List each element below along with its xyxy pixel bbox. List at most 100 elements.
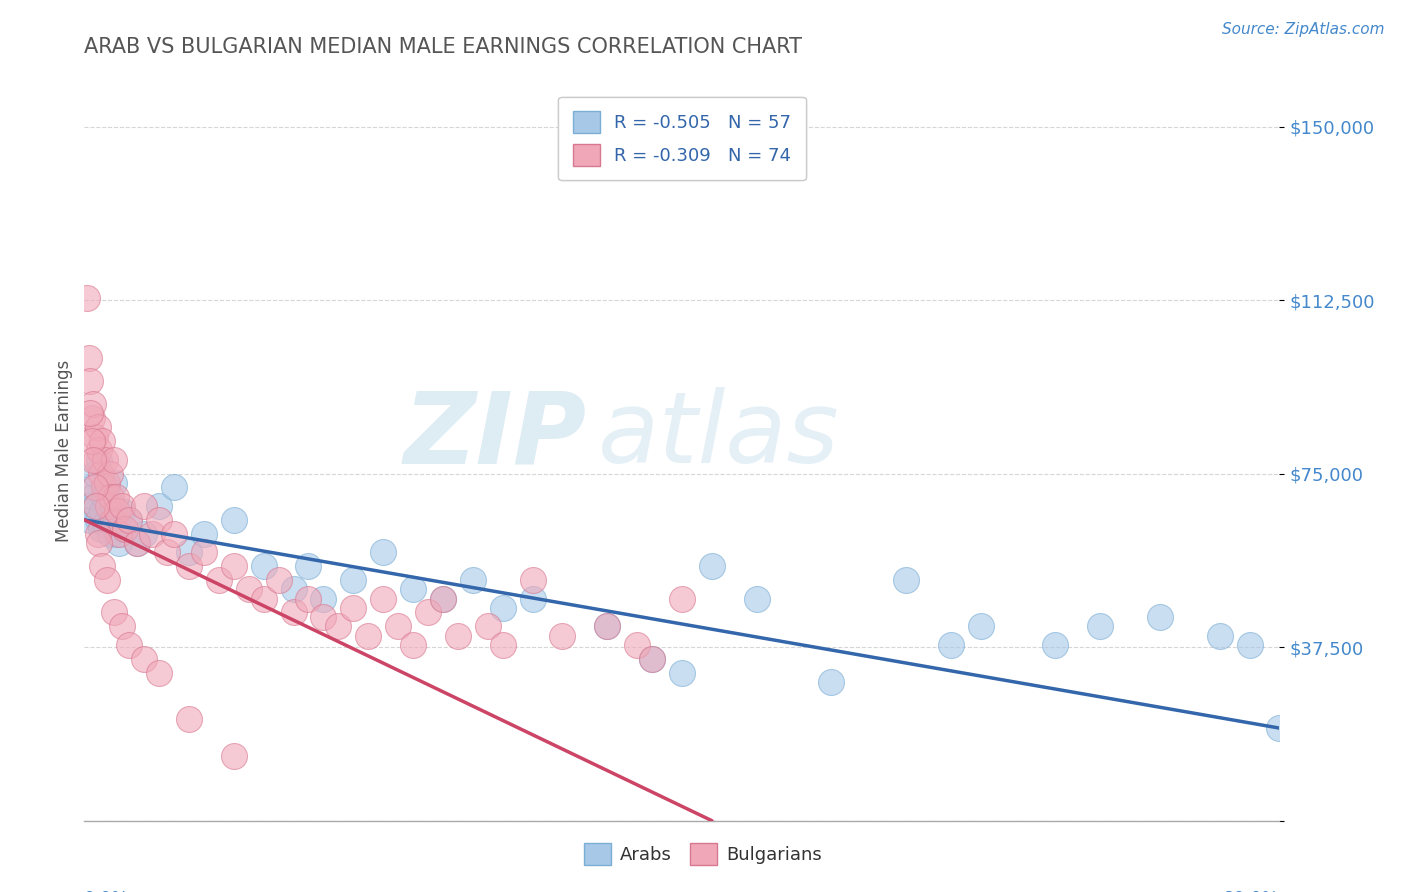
Point [551,628,574,642]
Point [132,526,156,541]
Point [1149,610,1171,624]
Point [1090,619,1112,633]
Point [79,407,101,421]
Point [80,480,103,494]
Point [416,606,439,620]
Point [111,499,134,513]
Point [312,591,335,606]
Point [101,513,124,527]
Point [83,467,105,481]
Point [312,610,335,624]
Point [96,480,118,494]
Point [103,475,125,490]
Point [671,665,693,680]
Text: Source: ZipAtlas.com: Source: ZipAtlas.com [1222,22,1385,37]
Point [104,513,127,527]
Point [402,638,425,652]
Point [105,503,128,517]
Point [125,536,148,550]
Point [148,499,170,513]
Point [76,291,98,305]
Point [894,573,917,587]
Text: 80.0%: 80.0% [1223,890,1279,892]
Point [104,490,127,504]
Point [700,559,723,574]
Point [132,651,156,665]
Point [90,522,112,536]
Point [522,591,544,606]
Point [155,545,177,559]
Point [141,526,163,541]
Text: 0.0%: 0.0% [84,890,129,892]
Point [492,638,515,652]
Point [77,499,100,513]
Point [148,665,170,680]
Point [94,452,117,467]
Point [222,748,245,763]
Point [970,619,993,633]
Legend: R = -0.505   N = 57, R = -0.309   N = 74: R = -0.505 N = 57, R = -0.309 N = 74 [558,96,806,180]
Point [432,591,454,606]
Point [387,619,409,633]
Point [89,536,111,550]
Point [118,638,141,652]
Point [103,606,125,620]
Point [91,503,114,517]
Text: ARAB VS BULGARIAN MEDIAN MALE EARNINGS CORRELATION CHART: ARAB VS BULGARIAN MEDIAN MALE EARNINGS C… [84,37,803,56]
Point [939,638,962,652]
Point [1239,638,1261,652]
Point [82,397,104,411]
Point [477,619,499,633]
Point [641,651,664,665]
Point [96,475,118,490]
Point [80,411,103,425]
Point [253,591,276,606]
Point [283,582,305,597]
Point [641,651,664,665]
Point [596,619,619,633]
Text: ZIP: ZIP [404,387,586,484]
Point [90,467,112,481]
Point [77,351,100,365]
Point [114,522,136,536]
Point [103,452,125,467]
Point [79,513,101,527]
Text: atlas: atlas [599,387,839,484]
Point [87,420,110,434]
Point [373,591,395,606]
Point [107,526,129,541]
Point [328,619,350,633]
Point [83,480,105,494]
Point [125,536,148,550]
Point [283,606,305,620]
Point [222,559,245,574]
Point [98,526,121,541]
Point [177,712,200,726]
Point [94,517,117,532]
Point [98,467,121,481]
Point [671,591,693,606]
Point [82,452,104,467]
Point [87,513,110,527]
Point [596,619,619,633]
Point [492,600,515,615]
Point [86,499,108,513]
Point [193,545,215,559]
Point [193,526,215,541]
Point [208,573,231,587]
Point [402,582,425,597]
Point [148,513,170,527]
Point [79,374,101,388]
Point [745,591,768,606]
Point [82,490,104,504]
Point [107,536,129,550]
Point [238,582,260,597]
Point [1268,721,1291,735]
Point [626,638,648,652]
Point [86,499,108,513]
Point [357,628,380,642]
Point [114,522,136,536]
Point [447,628,470,642]
Point [87,526,110,541]
Point [522,573,544,587]
